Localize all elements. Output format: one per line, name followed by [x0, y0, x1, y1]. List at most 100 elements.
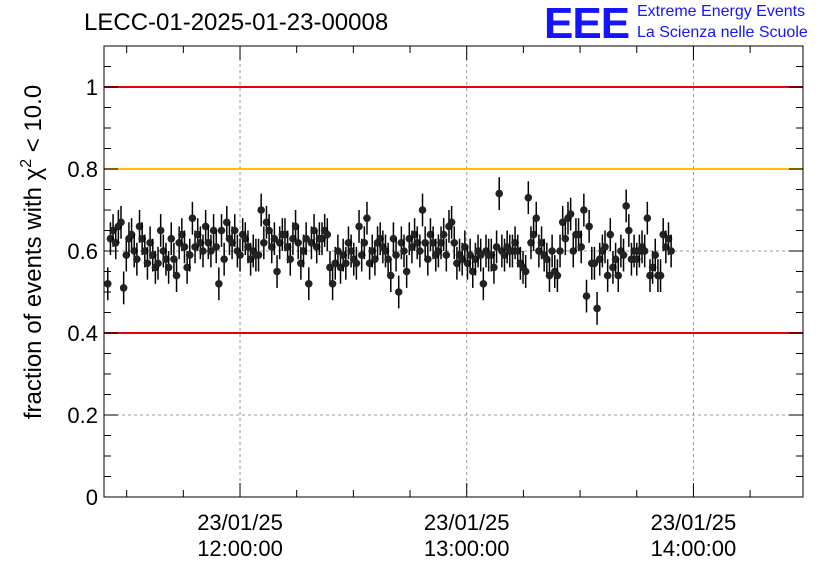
data-point: [651, 251, 660, 259]
data-point: [133, 255, 141, 263]
data-point: [548, 247, 556, 255]
eee-logo-line2: La Scienza nelle Scuole: [637, 24, 808, 41]
data-point: [342, 259, 350, 268]
data-point: [479, 280, 488, 288]
data-point: [603, 271, 612, 280]
data-point: [199, 247, 207, 255]
x-tick-date-label: 23/01/25: [651, 510, 737, 535]
y-tick-label: 0.8: [67, 157, 98, 182]
data-point: [495, 189, 504, 198]
data-point: [619, 251, 628, 259]
data-point: [577, 243, 586, 251]
data-point: [185, 251, 194, 259]
data-point: [521, 267, 530, 276]
data-point: [156, 226, 165, 235]
data-point: [270, 234, 279, 243]
data-point: [643, 214, 652, 222]
data-point: [416, 247, 424, 255]
data-point: [667, 247, 675, 255]
x-tick-date-label: 23/01/25: [197, 510, 283, 535]
x-tick-time-label: 13:00:00: [424, 536, 510, 561]
data-point: [188, 214, 197, 222]
data-point: [328, 280, 337, 288]
axis-ticks: 00.20.40.60.8123/01/2512:00:0023/01/2513…: [67, 46, 803, 561]
x-tick-time-label: 14:00:00: [651, 536, 737, 561]
data-point: [439, 230, 448, 239]
data-point: [220, 255, 228, 263]
data-point: [447, 218, 456, 227]
y-tick-label: 0.4: [67, 321, 98, 346]
data-point: [553, 271, 562, 280]
data-point: [363, 214, 371, 222]
data-point: [582, 292, 591, 300]
data-point: [286, 255, 295, 263]
y-tick-label: 0.6: [67, 239, 98, 264]
data-point: [394, 288, 403, 296]
data-point: [556, 247, 564, 255]
data-point: [656, 271, 665, 280]
data-point: [418, 206, 427, 214]
data-point: [254, 251, 263, 259]
data-point: [614, 271, 623, 280]
data-point: [154, 259, 162, 268]
data-point: [180, 243, 189, 251]
data-point: [355, 222, 363, 231]
data-point: [532, 214, 541, 222]
data-point: [273, 267, 281, 276]
data-points: [103, 177, 675, 325]
data-point: [230, 226, 239, 235]
eee-logo: EEE: [544, 0, 630, 48]
data-point: [580, 206, 588, 214]
x-tick-date-label: 23/01/25: [424, 510, 510, 535]
data-point: [442, 251, 451, 259]
data-point: [490, 263, 498, 272]
data-point: [215, 280, 223, 288]
data-point: [625, 226, 633, 235]
data-point: [524, 193, 533, 202]
data-point: [302, 234, 310, 243]
data-point: [640, 247, 649, 255]
data-point: [386, 271, 395, 280]
data-point: [492, 243, 501, 251]
y-tick-label: 0: [86, 485, 98, 510]
data-point: [402, 267, 411, 276]
data-point: [119, 284, 128, 292]
data-point: [167, 234, 176, 243]
data-point: [476, 251, 485, 259]
data-point: [294, 239, 303, 247]
data-point: [212, 243, 221, 251]
y-tick-label: 1: [86, 75, 98, 100]
data-point: [590, 259, 599, 268]
data-point: [304, 280, 313, 288]
data-point: [164, 263, 173, 272]
data-point: [323, 230, 332, 239]
data-point: [360, 239, 369, 247]
data-point: [545, 271, 554, 280]
data-point: [117, 218, 125, 227]
plot-frame: [103, 45, 804, 498]
grid-lines: [104, 46, 803, 497]
data-point: [585, 222, 593, 231]
data-point: [424, 255, 432, 263]
eee-logo-line1: Extreme Energy Events: [637, 3, 806, 20]
data-point: [236, 251, 244, 259]
data-point: [352, 259, 361, 268]
reference-lines: [104, 86, 803, 334]
data-point: [257, 206, 265, 214]
data-point: [103, 280, 112, 288]
plot-title: LECC-01-2025-01-23-00008: [84, 9, 389, 36]
data-point: [392, 251, 400, 259]
y-tick-label: 0.2: [67, 403, 98, 428]
data-point: [260, 239, 268, 247]
y-axis-label: fraction of events with χ2 < 10.0: [18, 85, 47, 419]
data-point: [601, 243, 609, 251]
data-point: [143, 259, 152, 268]
data-point: [217, 226, 226, 235]
data-point: [172, 271, 181, 280]
data-point: [207, 247, 215, 255]
data-point: [593, 304, 601, 313]
data-point: [400, 247, 408, 255]
y-axis-label-text: fraction of events with χ2 < 10.0: [18, 85, 47, 419]
